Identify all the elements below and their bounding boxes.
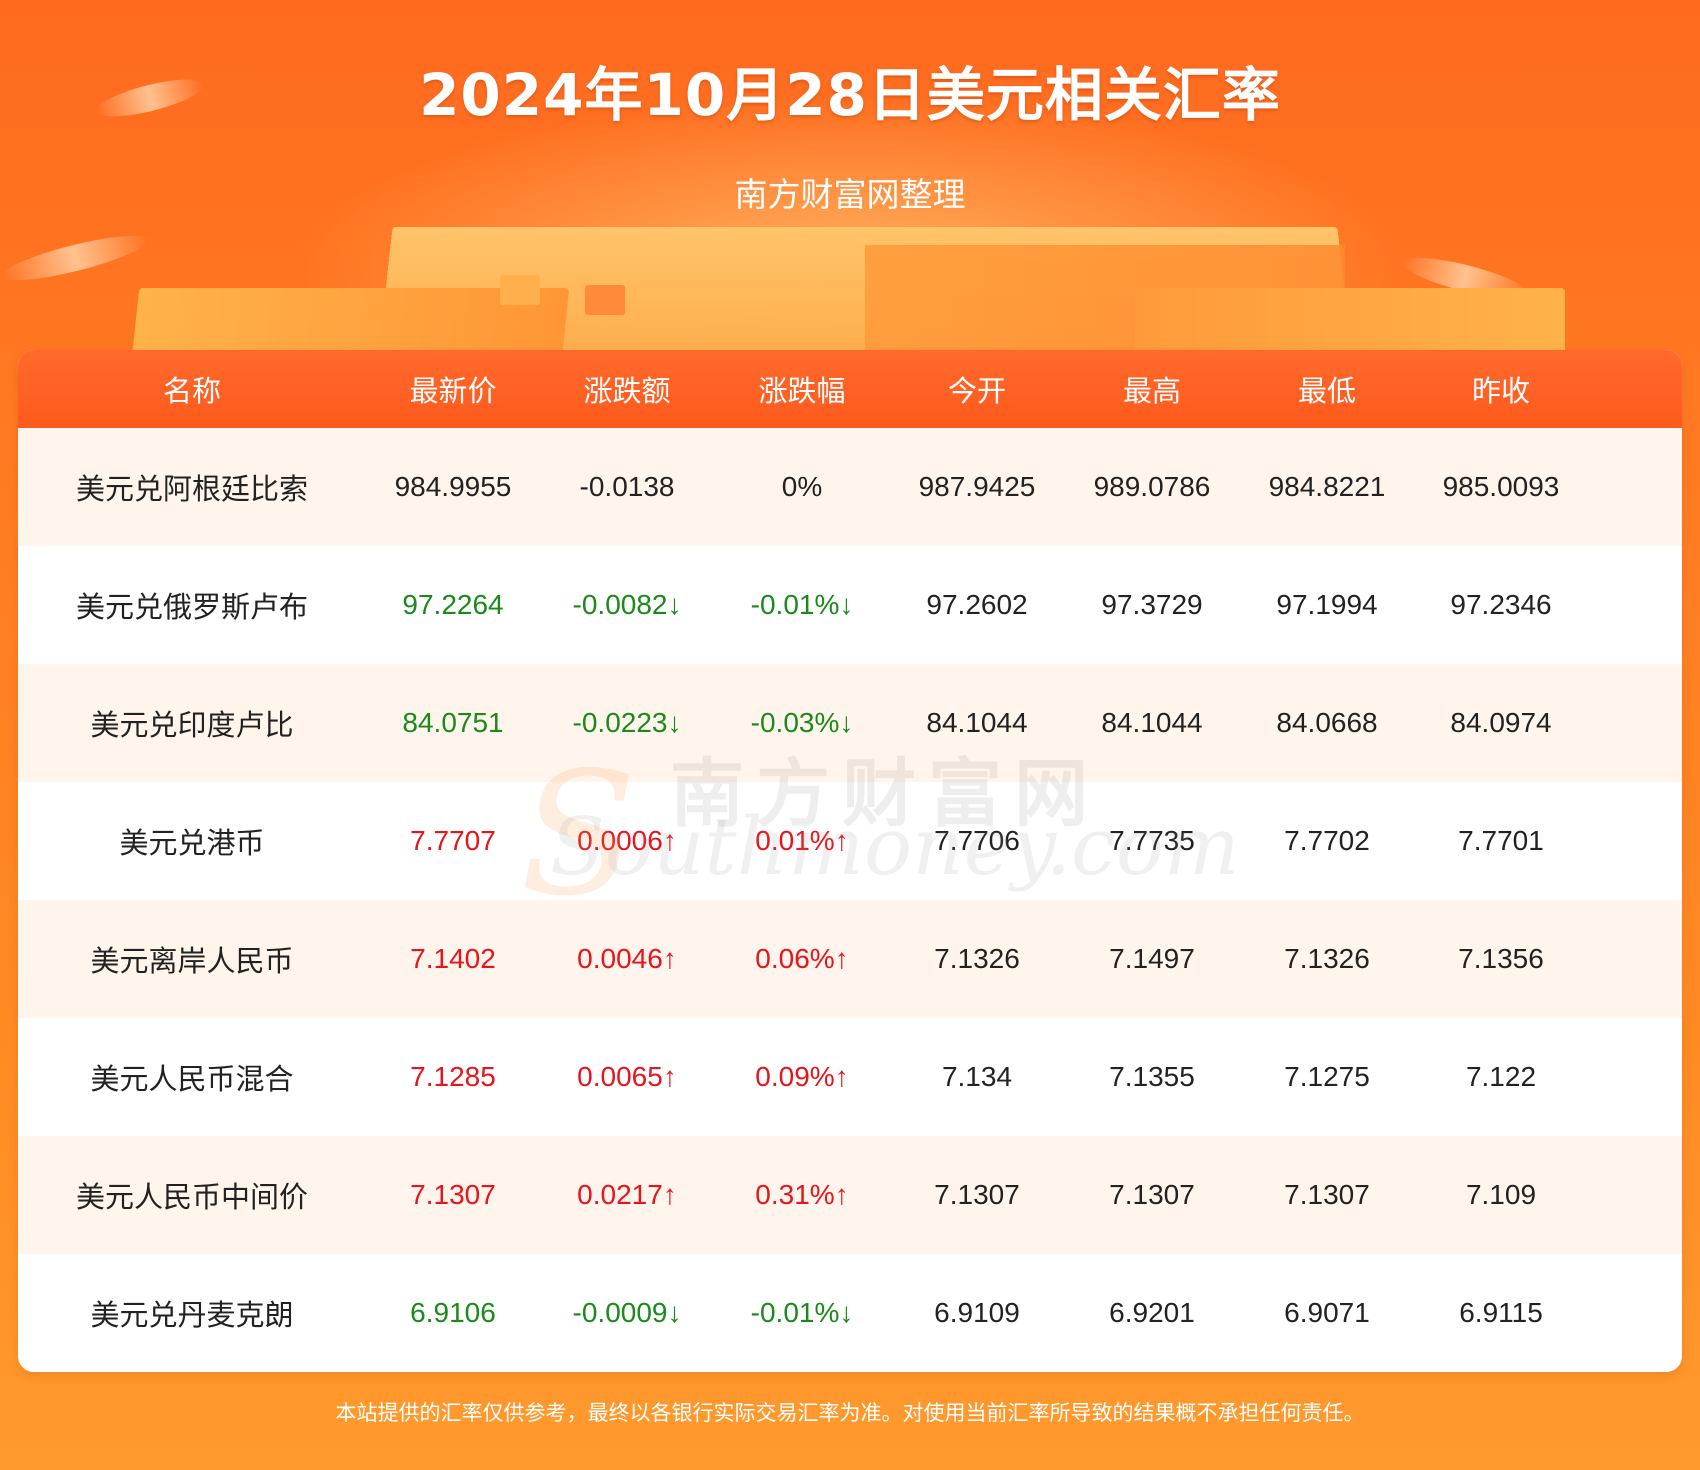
change-pct-cell: 0.09%↑ [755,1061,849,1092]
column-header: 昨收 [1471,374,1530,408]
latest-price-cell: 97.2264 [402,589,504,620]
prev-close-cell: 7.7701 [1458,825,1544,856]
decor-block-right [1135,288,1565,360]
table-row: 美元兑俄罗斯卢布 97.2264 -0.0082↓ -0.01%↓ 97.2602 97.… [18,546,1682,664]
high-cell: 7.1355 [1109,1061,1195,1092]
high-cell: 84.1044 [1101,707,1203,738]
table-row: 美元兑阿根廷比索 984.9955 -0.0138 0% 987.9425 989.078… [18,428,1682,546]
latest-price-cell: 984.9955 [394,471,512,502]
column-header: 名称 [162,374,221,408]
open-cell: 84.1044 [926,707,1028,738]
latest-price-cell: 7.1307 [410,1179,496,1210]
column-header: 最低 [1297,374,1356,408]
change-pct-cell: 0.01%↑ [755,825,849,856]
high-cell: 7.7735 [1109,825,1195,856]
table-row: 美元兑印度卢比 84.0751 -0.0223↓ -0.03%↓ 84.1044 84.1… [18,664,1682,782]
open-cell: 6.9109 [934,1297,1020,1328]
page-title: 2024年10月28日美元相关汇率 [419,61,1281,129]
change-cell: -0.0223↓ [572,707,682,738]
change-cell: -0.0082↓ [572,589,682,620]
pair-name-cell: 美元兑印度卢比 [90,708,294,742]
low-cell: 6.9071 [1284,1297,1370,1328]
pair-name-cell: 美元兑港币 [119,826,265,860]
low-cell: 7.1307 [1284,1179,1370,1210]
low-cell: 7.1275 [1284,1061,1370,1092]
pair-name-cell: 美元人民币混合 [90,1062,294,1096]
latest-price-cell: 7.1285 [410,1061,496,1092]
open-cell: 7.1326 [934,943,1020,974]
change-cell: 0.0006↑ [577,825,677,856]
change-cell: -0.0138 [579,471,675,502]
pair-name-cell: 美元兑阿根廷比索 [75,472,308,506]
high-cell: 989.0786 [1093,471,1211,502]
prev-close-cell: 7.1356 [1458,943,1544,974]
change-pct-cell: -0.01%↓ [750,1297,854,1328]
column-header: 涨跌幅 [758,374,846,408]
page-subtitle: 南方财富网整理 [734,175,966,214]
low-cell: 97.1994 [1276,589,1378,620]
open-cell: 97.2602 [926,589,1028,620]
pair-name-cell: 美元兑俄罗斯卢布 [75,590,308,624]
latest-price-cell: 84.0751 [402,707,504,738]
pair-name-cell: 美元兑丹麦克朗 [90,1298,294,1332]
change-cell: 0.0065↑ [577,1061,677,1092]
change-cell: 0.0217↑ [577,1179,677,1210]
low-cell: 84.0668 [1276,707,1378,738]
table-body: 美元兑阿根廷比索 984.9955 -0.0138 0% 987.9425 989.078… [18,428,1682,1372]
table-row: 美元兑丹麦克朗 6.9106 -0.0009↓ -0.01%↓ 6.9109 6.9201… [18,1254,1682,1372]
high-cell: 6.9201 [1109,1297,1195,1328]
table-row: 美元离岸人民币 7.1402 0.0046↑ 0.06%↑ 7.1326 7.1497 7.… [18,900,1682,1018]
low-cell: 7.7702 [1284,825,1370,856]
change-cell: -0.0009↓ [572,1297,682,1328]
hero-banner [0,0,1700,360]
low-cell: 984.8221 [1268,471,1386,502]
open-cell: 7.7706 [934,825,1020,856]
prev-close-cell: 84.0974 [1450,707,1552,738]
table-header: 名称 最新价 涨跌额 涨跌幅 今开 最高 最低 昨收 [18,350,1682,428]
decor-streak [0,227,151,289]
column-header: 涨跌额 [583,374,671,408]
rate-table: 名称 最新价 涨跌额 涨跌幅 今开 最高 最低 昨收 美元兑阿根廷比索 984.9955 -0.0… [18,350,1682,1372]
decor-cube [585,285,625,315]
change-pct-cell: 0.31%↑ [755,1179,849,1210]
prev-close-cell: 6.9115 [1459,1297,1543,1328]
change-pct-cell: -0.01%↓ [750,589,854,620]
prev-close-cell: 7.109 [1465,1179,1537,1210]
high-cell: 7.1497 [1109,943,1195,974]
pair-name-cell: 美元离岸人民币 [90,944,294,978]
prev-close-cell: 985.0093 [1442,471,1560,502]
column-header: 今开 [947,374,1006,408]
prev-close-cell: 7.122 [1465,1061,1537,1092]
column-header: 最新价 [409,374,497,408]
decor-cube [500,275,540,305]
open-cell: 7.134 [941,1061,1013,1092]
open-cell: 7.1307 [934,1179,1020,1210]
table-row: 美元人民币混合 7.1285 0.0065↑ 0.09%↑ 7.134 7.1355 7.1… [18,1018,1682,1136]
change-pct-cell: 0% [781,471,823,502]
latest-price-cell: 7.1402 [410,943,496,974]
table-row: 美元人民币中间价 7.1307 0.0217↑ 0.31%↑ 7.1307 7.1307 7… [18,1136,1682,1254]
column-header: 最高 [1122,374,1181,408]
open-cell: 987.9425 [918,471,1036,502]
change-cell: 0.0046↑ [577,943,677,974]
latest-price-cell: 7.7707 [410,825,496,856]
change-pct-cell: 0.06%↑ [755,943,849,974]
prev-close-cell: 97.2346 [1450,589,1552,620]
latest-price-cell: 6.9106 [410,1297,496,1328]
table-row: 美元兑港币 7.7707 0.0006↑ 0.01%↑ 7.7706 7.7735 7.77… [18,782,1682,900]
disclaimer: 本站提供的汇率仅供参考，最终以各银行实际交易汇率为准。对使用当前汇率所导致的结果… [335,1401,1365,1425]
high-cell: 7.1307 [1109,1179,1195,1210]
low-cell: 7.1326 [1284,943,1370,974]
high-cell: 97.3729 [1101,589,1203,620]
pair-name-cell: 美元人民币中间价 [75,1180,308,1214]
change-pct-cell: -0.03%↓ [750,707,854,738]
